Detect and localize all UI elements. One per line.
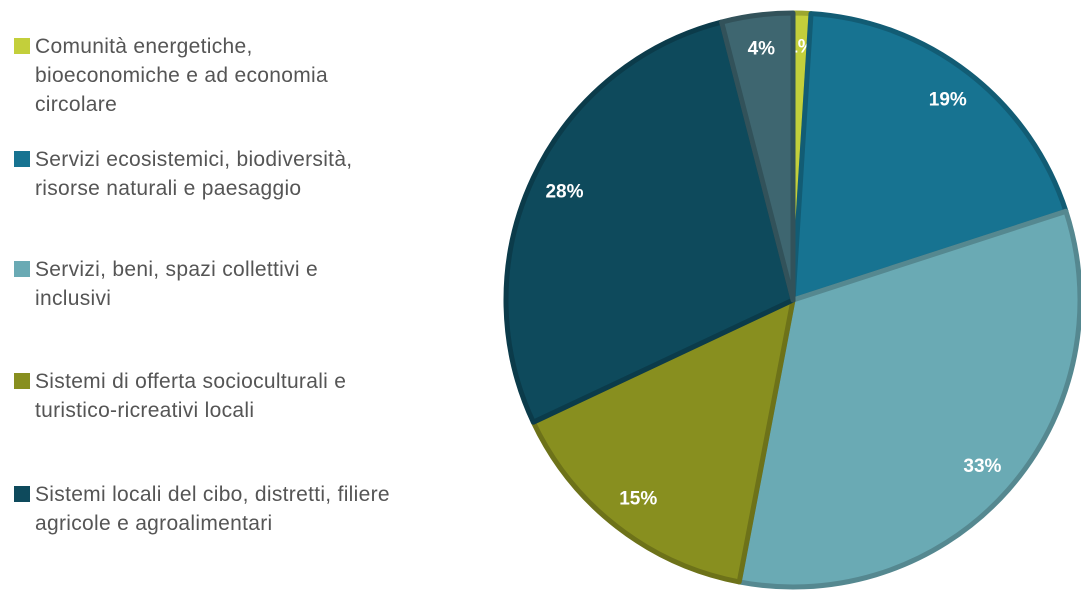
legend-entry: Servizi ecosistemici, biodiversità, riso… [14, 146, 394, 204]
data-label: 15% [619, 489, 657, 510]
pie-slice [736, 208, 1081, 590]
pie-slice [719, 10, 796, 303]
legend-entry: Sistemi locali del cibo, distretti, fili… [14, 481, 394, 539]
legend-swatch [14, 38, 30, 54]
legend-label: Servizi, beni, spazi collettivi e inclus… [35, 258, 319, 310]
legend-label: Servizi ecosistemici, biodiversità, riso… [35, 148, 353, 200]
data-label: 33% [963, 456, 1001, 477]
legend-entry: Comunità energetiche, bioeconomiche e ad… [14, 33, 394, 120]
data-label: 19% [929, 89, 967, 110]
legend-label: Sistemi locali del cibo, distretti, fili… [35, 483, 390, 535]
pie-slice [530, 297, 796, 585]
legend-label: Sistemi di offerta socioculturali e turi… [35, 370, 347, 422]
legend-swatch [14, 486, 30, 502]
legend: Comunità energetiche, bioeconomiche e ad… [0, 0, 420, 596]
pie-slice [790, 11, 1069, 303]
legend-entry: Sistemi di offerta socioculturali e turi… [14, 368, 394, 426]
data-label: 4% [748, 38, 776, 59]
legend-entry: Servizi, beni, spazi collettivi e inclus… [14, 256, 394, 314]
legend-swatch [14, 373, 30, 389]
legend-swatch [14, 151, 30, 167]
legend-label: Comunità energetiche, bioeconomiche e ad… [35, 35, 328, 116]
data-label: 28% [545, 181, 583, 202]
pie-slice [503, 19, 796, 425]
legend-swatch [14, 261, 30, 277]
